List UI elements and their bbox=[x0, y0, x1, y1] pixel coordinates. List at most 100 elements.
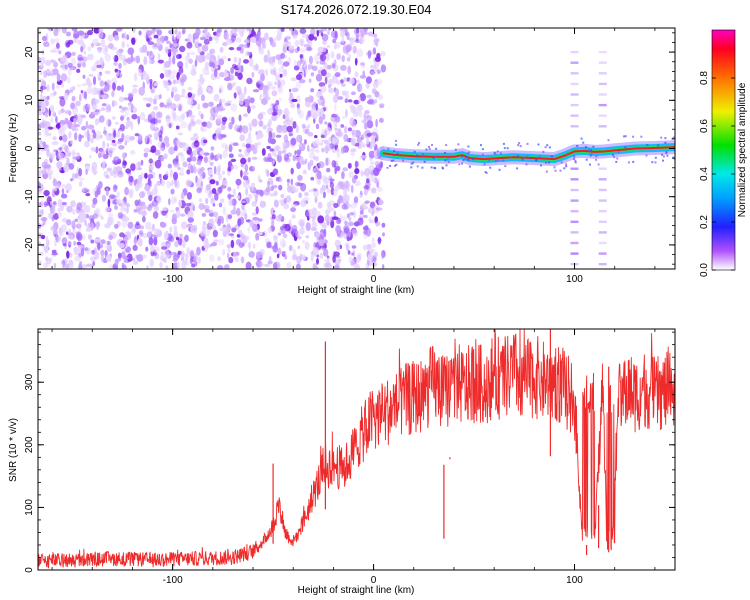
noise-speck bbox=[71, 95, 76, 102]
noise-speck bbox=[87, 29, 93, 36]
noise-speck bbox=[92, 131, 97, 139]
noise-speck bbox=[114, 205, 118, 210]
tone-fleck bbox=[624, 146, 627, 149]
noise-speck bbox=[45, 256, 49, 262]
noise-speck bbox=[44, 127, 49, 134]
noise-speck bbox=[236, 207, 241, 216]
noise-speck bbox=[68, 89, 74, 93]
snr-plot-area bbox=[38, 329, 675, 570]
colorbar-tick-label: 0.0 bbox=[699, 263, 710, 277]
noise-speck bbox=[118, 96, 125, 103]
noise-speck bbox=[151, 188, 157, 196]
noise-speck bbox=[168, 123, 172, 129]
noise-speck bbox=[318, 161, 325, 169]
noise-speck bbox=[241, 125, 249, 134]
noise-speck bbox=[329, 182, 335, 189]
noise-speck bbox=[344, 125, 348, 134]
noise-speck bbox=[234, 124, 240, 132]
noise-speck bbox=[40, 234, 46, 240]
noise-speck bbox=[238, 114, 242, 122]
colorbar-tick-label: 0.8 bbox=[699, 71, 710, 85]
tone-fleck bbox=[672, 156, 675, 159]
noise-speck bbox=[326, 44, 331, 49]
tone-fleck bbox=[421, 166, 424, 169]
tone-fleck bbox=[664, 141, 667, 144]
noise-speck bbox=[195, 175, 198, 183]
spectrogram-y-tick-label: -20 bbox=[24, 237, 35, 252]
noise-speck bbox=[132, 28, 136, 34]
noise-speck bbox=[284, 223, 291, 232]
noise-speck bbox=[286, 178, 290, 183]
noise-speck bbox=[366, 120, 374, 129]
noise-speck bbox=[66, 190, 69, 194]
tone-fleck bbox=[519, 145, 522, 148]
noise-speck bbox=[247, 95, 251, 101]
noise-speck bbox=[172, 79, 176, 85]
noise-speck bbox=[275, 134, 282, 138]
tone-fleck bbox=[590, 152, 593, 155]
noise-speck bbox=[345, 188, 351, 192]
noise-speck bbox=[57, 151, 63, 160]
noise-speck bbox=[51, 189, 56, 198]
noise-speck bbox=[298, 192, 303, 199]
noise-speck bbox=[342, 194, 347, 204]
tone-fleck bbox=[425, 148, 428, 151]
spectrogram-y-axis-label: Frequency (Hz) bbox=[8, 114, 19, 183]
tone-fleck bbox=[464, 158, 467, 161]
noise-speck bbox=[157, 141, 162, 148]
noise-speck bbox=[371, 237, 375, 242]
noise-speck bbox=[144, 184, 151, 192]
noise-speck bbox=[148, 59, 152, 65]
noise-speck bbox=[182, 30, 185, 35]
noise-speck bbox=[368, 216, 372, 224]
noise-speck bbox=[245, 143, 252, 149]
noise-speck bbox=[101, 194, 107, 202]
noise-speck bbox=[323, 248, 329, 257]
noise-speck bbox=[186, 157, 192, 163]
noise-speck bbox=[70, 140, 73, 145]
noise-speck bbox=[55, 124, 61, 129]
noise-speck bbox=[346, 213, 350, 219]
noise-speck bbox=[68, 261, 74, 269]
noise-speck bbox=[148, 165, 154, 170]
noise-speck bbox=[106, 142, 110, 148]
noise-speck bbox=[277, 232, 282, 236]
noise-speck bbox=[113, 61, 118, 66]
tone-fleck bbox=[468, 165, 471, 168]
noise-speck bbox=[172, 49, 179, 54]
noise-speck bbox=[210, 58, 214, 63]
noise-speck bbox=[310, 88, 315, 93]
tone-fleck bbox=[580, 137, 583, 140]
noise-speck bbox=[361, 202, 367, 209]
noise-speck bbox=[228, 198, 234, 206]
noise-speck bbox=[159, 147, 165, 151]
tone-fleck bbox=[390, 159, 393, 162]
noise-speck bbox=[331, 62, 334, 68]
noise-speck bbox=[302, 254, 306, 261]
noise-speck bbox=[93, 112, 100, 116]
noise-speck bbox=[297, 245, 300, 249]
noise-speck bbox=[136, 254, 144, 262]
tone-fleck bbox=[416, 154, 419, 157]
tone-fleck bbox=[518, 142, 521, 145]
noise-speck bbox=[248, 251, 255, 258]
noise-speck bbox=[313, 140, 317, 147]
noise-speck bbox=[82, 74, 86, 79]
noise-speck bbox=[49, 49, 56, 53]
noise-speck bbox=[248, 122, 252, 127]
tone-fleck bbox=[547, 161, 550, 164]
noise-speck bbox=[327, 64, 332, 70]
harmonic-dash bbox=[598, 50, 607, 54]
noise-speck bbox=[97, 47, 102, 53]
noise-speck bbox=[342, 167, 349, 172]
spectrogram-x-tick-label: 100 bbox=[566, 274, 583, 285]
noise-speck bbox=[245, 261, 252, 269]
noise-speck bbox=[323, 228, 327, 238]
noise-speck bbox=[67, 39, 74, 45]
noise-speck bbox=[284, 254, 288, 260]
noise-speck bbox=[345, 90, 349, 100]
noise-speck bbox=[343, 181, 351, 189]
tone-fleck bbox=[435, 147, 438, 150]
noise-speck bbox=[235, 257, 239, 263]
tone-fleck bbox=[573, 158, 575, 160]
